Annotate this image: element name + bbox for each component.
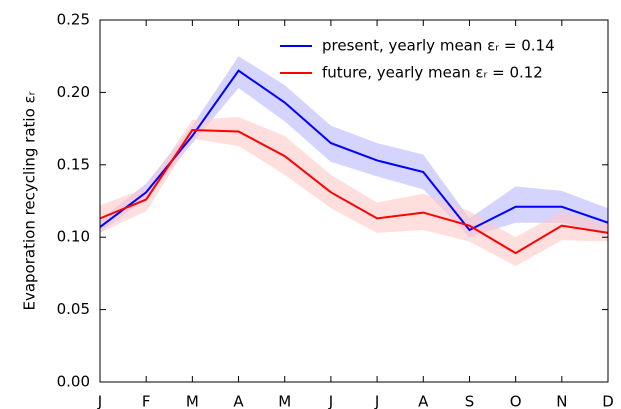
x-tick-label: N bbox=[556, 393, 567, 409]
x-tick-label: M bbox=[186, 393, 199, 409]
uncertainty-band bbox=[100, 117, 608, 267]
uncertainty-band bbox=[100, 56, 608, 238]
y-axis-label: Evaporation recycling ratio εᵣ bbox=[21, 91, 39, 310]
series-line bbox=[99, 129, 609, 255]
y-tick-label: 0.25 bbox=[57, 11, 90, 29]
series-line bbox=[99, 69, 609, 232]
x-tick-label: J bbox=[328, 393, 333, 409]
x-tick-label: F bbox=[142, 393, 151, 409]
x-tick-label: J bbox=[97, 393, 102, 409]
x-tick-label: J bbox=[374, 393, 379, 409]
y-tick-label: 0.00 bbox=[57, 373, 90, 391]
x-tick-label: O bbox=[510, 393, 522, 409]
x-tick-label: A bbox=[418, 393, 429, 409]
y-tick-label: 0.10 bbox=[57, 228, 90, 246]
x-tick-label: D bbox=[602, 393, 614, 409]
x-tick-label: S bbox=[465, 393, 475, 409]
legend-label: future, yearly mean εᵣ = 0.12 bbox=[322, 64, 543, 82]
x-tick-label: M bbox=[278, 393, 291, 409]
x-tick-label: A bbox=[233, 393, 244, 409]
legend-label: present, yearly mean εᵣ = 0.14 bbox=[322, 37, 555, 55]
y-tick-label: 0.15 bbox=[57, 155, 90, 173]
y-tick-label: 0.20 bbox=[57, 83, 90, 101]
y-tick-label: 0.05 bbox=[57, 300, 90, 318]
plot-frame bbox=[99, 19, 609, 383]
